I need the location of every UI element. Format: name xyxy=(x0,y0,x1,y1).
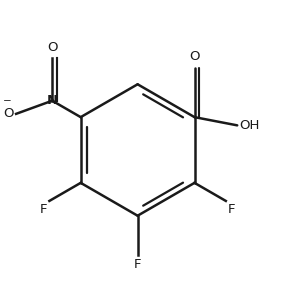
Text: F: F xyxy=(227,202,235,216)
Text: O: O xyxy=(3,107,13,120)
Text: OH: OH xyxy=(239,119,259,132)
Text: −: − xyxy=(2,96,11,106)
Text: N: N xyxy=(47,94,58,107)
Text: O: O xyxy=(47,41,58,54)
Text: F: F xyxy=(40,202,48,216)
Text: O: O xyxy=(189,50,200,63)
Text: F: F xyxy=(134,258,141,272)
